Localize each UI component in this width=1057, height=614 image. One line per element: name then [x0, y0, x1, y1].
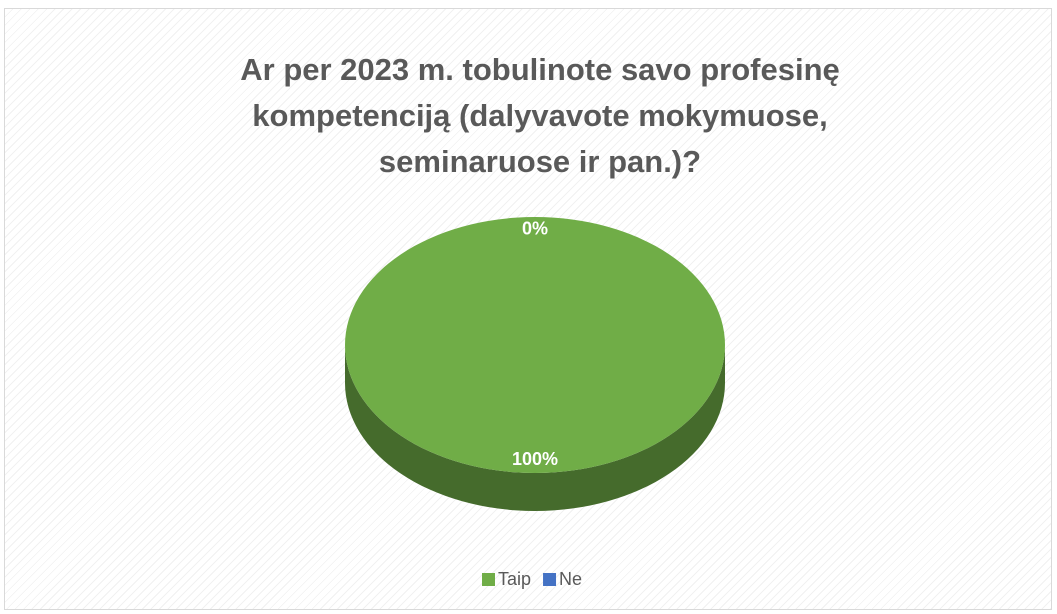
chart-title: Ar per 2023 m. tobulinote savo profesinę…	[240, 52, 840, 179]
pie-side	[345, 345, 725, 511]
data-label: 100%	[512, 449, 558, 469]
legend-label: Ne	[559, 569, 582, 589]
data-label: 0%	[522, 219, 548, 239]
pie-slice	[345, 217, 725, 473]
legend-swatch	[482, 573, 495, 586]
legend-label: Taip	[498, 569, 531, 589]
legend-swatch	[543, 573, 557, 586]
